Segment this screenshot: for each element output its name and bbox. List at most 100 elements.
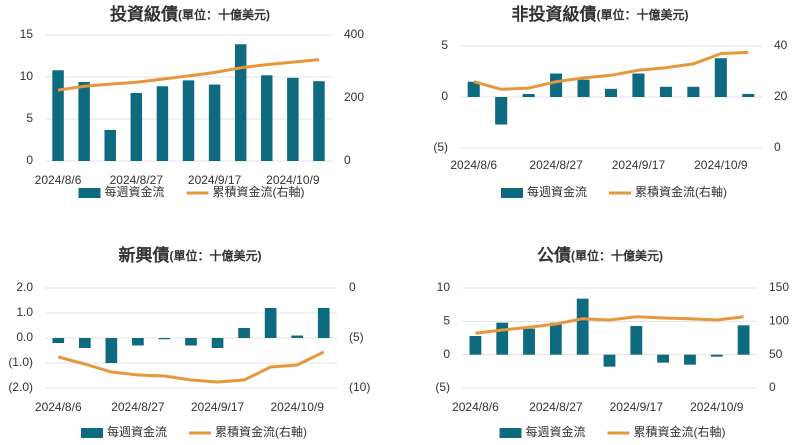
chart: 非投資級債(單位：十億美元) (5) 0 5 0 20 40 2024/8/6 2024/8/2…: [433, 4, 787, 199]
x-tick-label: 2024/8/27: [110, 173, 164, 187]
title-unit: (單位：十億美元): [170, 248, 262, 263]
legend-swatch: [81, 428, 103, 438]
bar: [577, 79, 590, 97]
bar: [264, 308, 277, 338]
y2-tick-label: 20: [774, 89, 788, 103]
y2-tick-label: 0: [769, 380, 776, 394]
y2-tick-label: 0: [349, 280, 356, 294]
bar: [182, 80, 195, 161]
x-tick-label: 2024/8/27: [529, 400, 583, 414]
bar: [317, 308, 330, 338]
y2-tick-label: 400: [344, 27, 364, 41]
chart-title: 非投資級債(單位：十億美元): [512, 4, 689, 24]
bar: [156, 86, 169, 161]
chart: 投資級債(單位：十億美元) 0 5 10 15 0 200 400 2024/8/6 2024/8…: [20, 4, 365, 199]
bar: [78, 82, 90, 161]
bar: [104, 129, 116, 161]
title-main: 公債: [537, 245, 571, 265]
bar: [604, 88, 618, 97]
y-tick-label: 0: [443, 347, 450, 361]
bar: [576, 298, 589, 355]
bar: [550, 73, 563, 97]
bar: [132, 338, 144, 346]
chart-title: 公債(單位：十億美元): [537, 245, 663, 265]
y2-tick-label: 40: [774, 38, 788, 52]
bar: [657, 354, 670, 363]
line: [475, 315, 744, 335]
legend-swatch: [501, 188, 523, 198]
y2-tick-label: 100: [769, 314, 789, 328]
bar: [211, 338, 224, 348]
bar: [208, 84, 221, 161]
line: [57, 350, 325, 384]
y2-tick-label: 0: [774, 140, 781, 154]
y2-tick-label: 0: [344, 153, 351, 167]
legend-label: 每週資金流: [526, 424, 586, 439]
bar: [467, 81, 480, 97]
bar: [687, 86, 700, 97]
bar: [549, 322, 562, 355]
bar: [52, 70, 64, 161]
bar: [659, 86, 672, 97]
chart-title: 投資級債(單位：十億美元): [110, 4, 270, 24]
y-tick-label: 10: [437, 280, 451, 294]
title-main: 非投資級債: [512, 4, 597, 24]
bar: [469, 336, 482, 355]
bar: [630, 326, 643, 355]
x-tick-label: 2024/10/9: [270, 400, 324, 414]
y-tick-label: 10: [20, 69, 34, 83]
legend-label: 每週資金流: [107, 424, 167, 439]
chart-title: 新興債(單位：十億美元): [119, 245, 262, 265]
line: [473, 50, 749, 91]
bar: [714, 58, 727, 97]
bar: [105, 338, 118, 363]
bar: [261, 75, 273, 161]
y-tick-label: 1.0: [16, 305, 33, 319]
legend-label: 累積資金流(右軸): [635, 184, 727, 199]
bar: [523, 328, 535, 355]
legend-swatch: [78, 188, 101, 198]
bar: [185, 338, 197, 346]
bar: [495, 97, 508, 125]
bar: [130, 92, 143, 161]
bar: [684, 354, 696, 365]
x-tick-label: 2024/8/6: [450, 158, 497, 172]
bar: [496, 322, 509, 355]
y2-tick-label: 200: [344, 90, 364, 104]
legend-label: 每週資金流: [105, 184, 165, 199]
y-tick-label: (5): [435, 380, 450, 394]
bar: [603, 354, 616, 367]
y-tick-label: 0.0: [16, 330, 33, 344]
bar: [313, 81, 325, 161]
legend-label: 每週資金流: [527, 184, 587, 199]
title-main: 新興債: [119, 245, 170, 265]
y-tick-label: (5): [433, 140, 448, 154]
x-tick-label: 2024/10/9: [694, 158, 748, 172]
y-tick-label: (1.0): [8, 355, 33, 369]
title-main: 投資級債: [110, 4, 178, 24]
line: [57, 58, 320, 92]
legend-label: 累積資金流(右軸): [215, 424, 307, 439]
y-tick-label: 2.0: [16, 280, 33, 294]
x-tick-label: 2024/8/6: [452, 400, 499, 414]
y2-tick-label: (5): [349, 330, 364, 344]
x-tick-label: 2024/10/9: [266, 173, 320, 187]
x-tick-label: 2024/9/17: [610, 400, 664, 414]
bar: [522, 93, 535, 97]
y-tick-label: 5: [443, 314, 450, 328]
bar: [291, 335, 304, 338]
title-unit: (單位：十億美元): [571, 248, 663, 263]
legend-label: 累積資金流(右軸): [634, 424, 726, 439]
y-tick-label: 0: [26, 153, 33, 167]
bar: [710, 354, 723, 357]
x-tick-label: 2024/9/17: [191, 400, 245, 414]
bar: [287, 77, 299, 161]
bar: [78, 338, 91, 348]
bar: [742, 93, 755, 97]
chart: 新興債(單位：十億美元) (2.0) (1.0) 0.0 1.0 2.0 (10) (5) 0 2…: [8, 245, 370, 439]
y2-tick-label: 150: [769, 280, 789, 294]
x-tick-label: 2024/8/6: [35, 400, 82, 414]
x-tick-label: 2024/9/17: [188, 173, 242, 187]
